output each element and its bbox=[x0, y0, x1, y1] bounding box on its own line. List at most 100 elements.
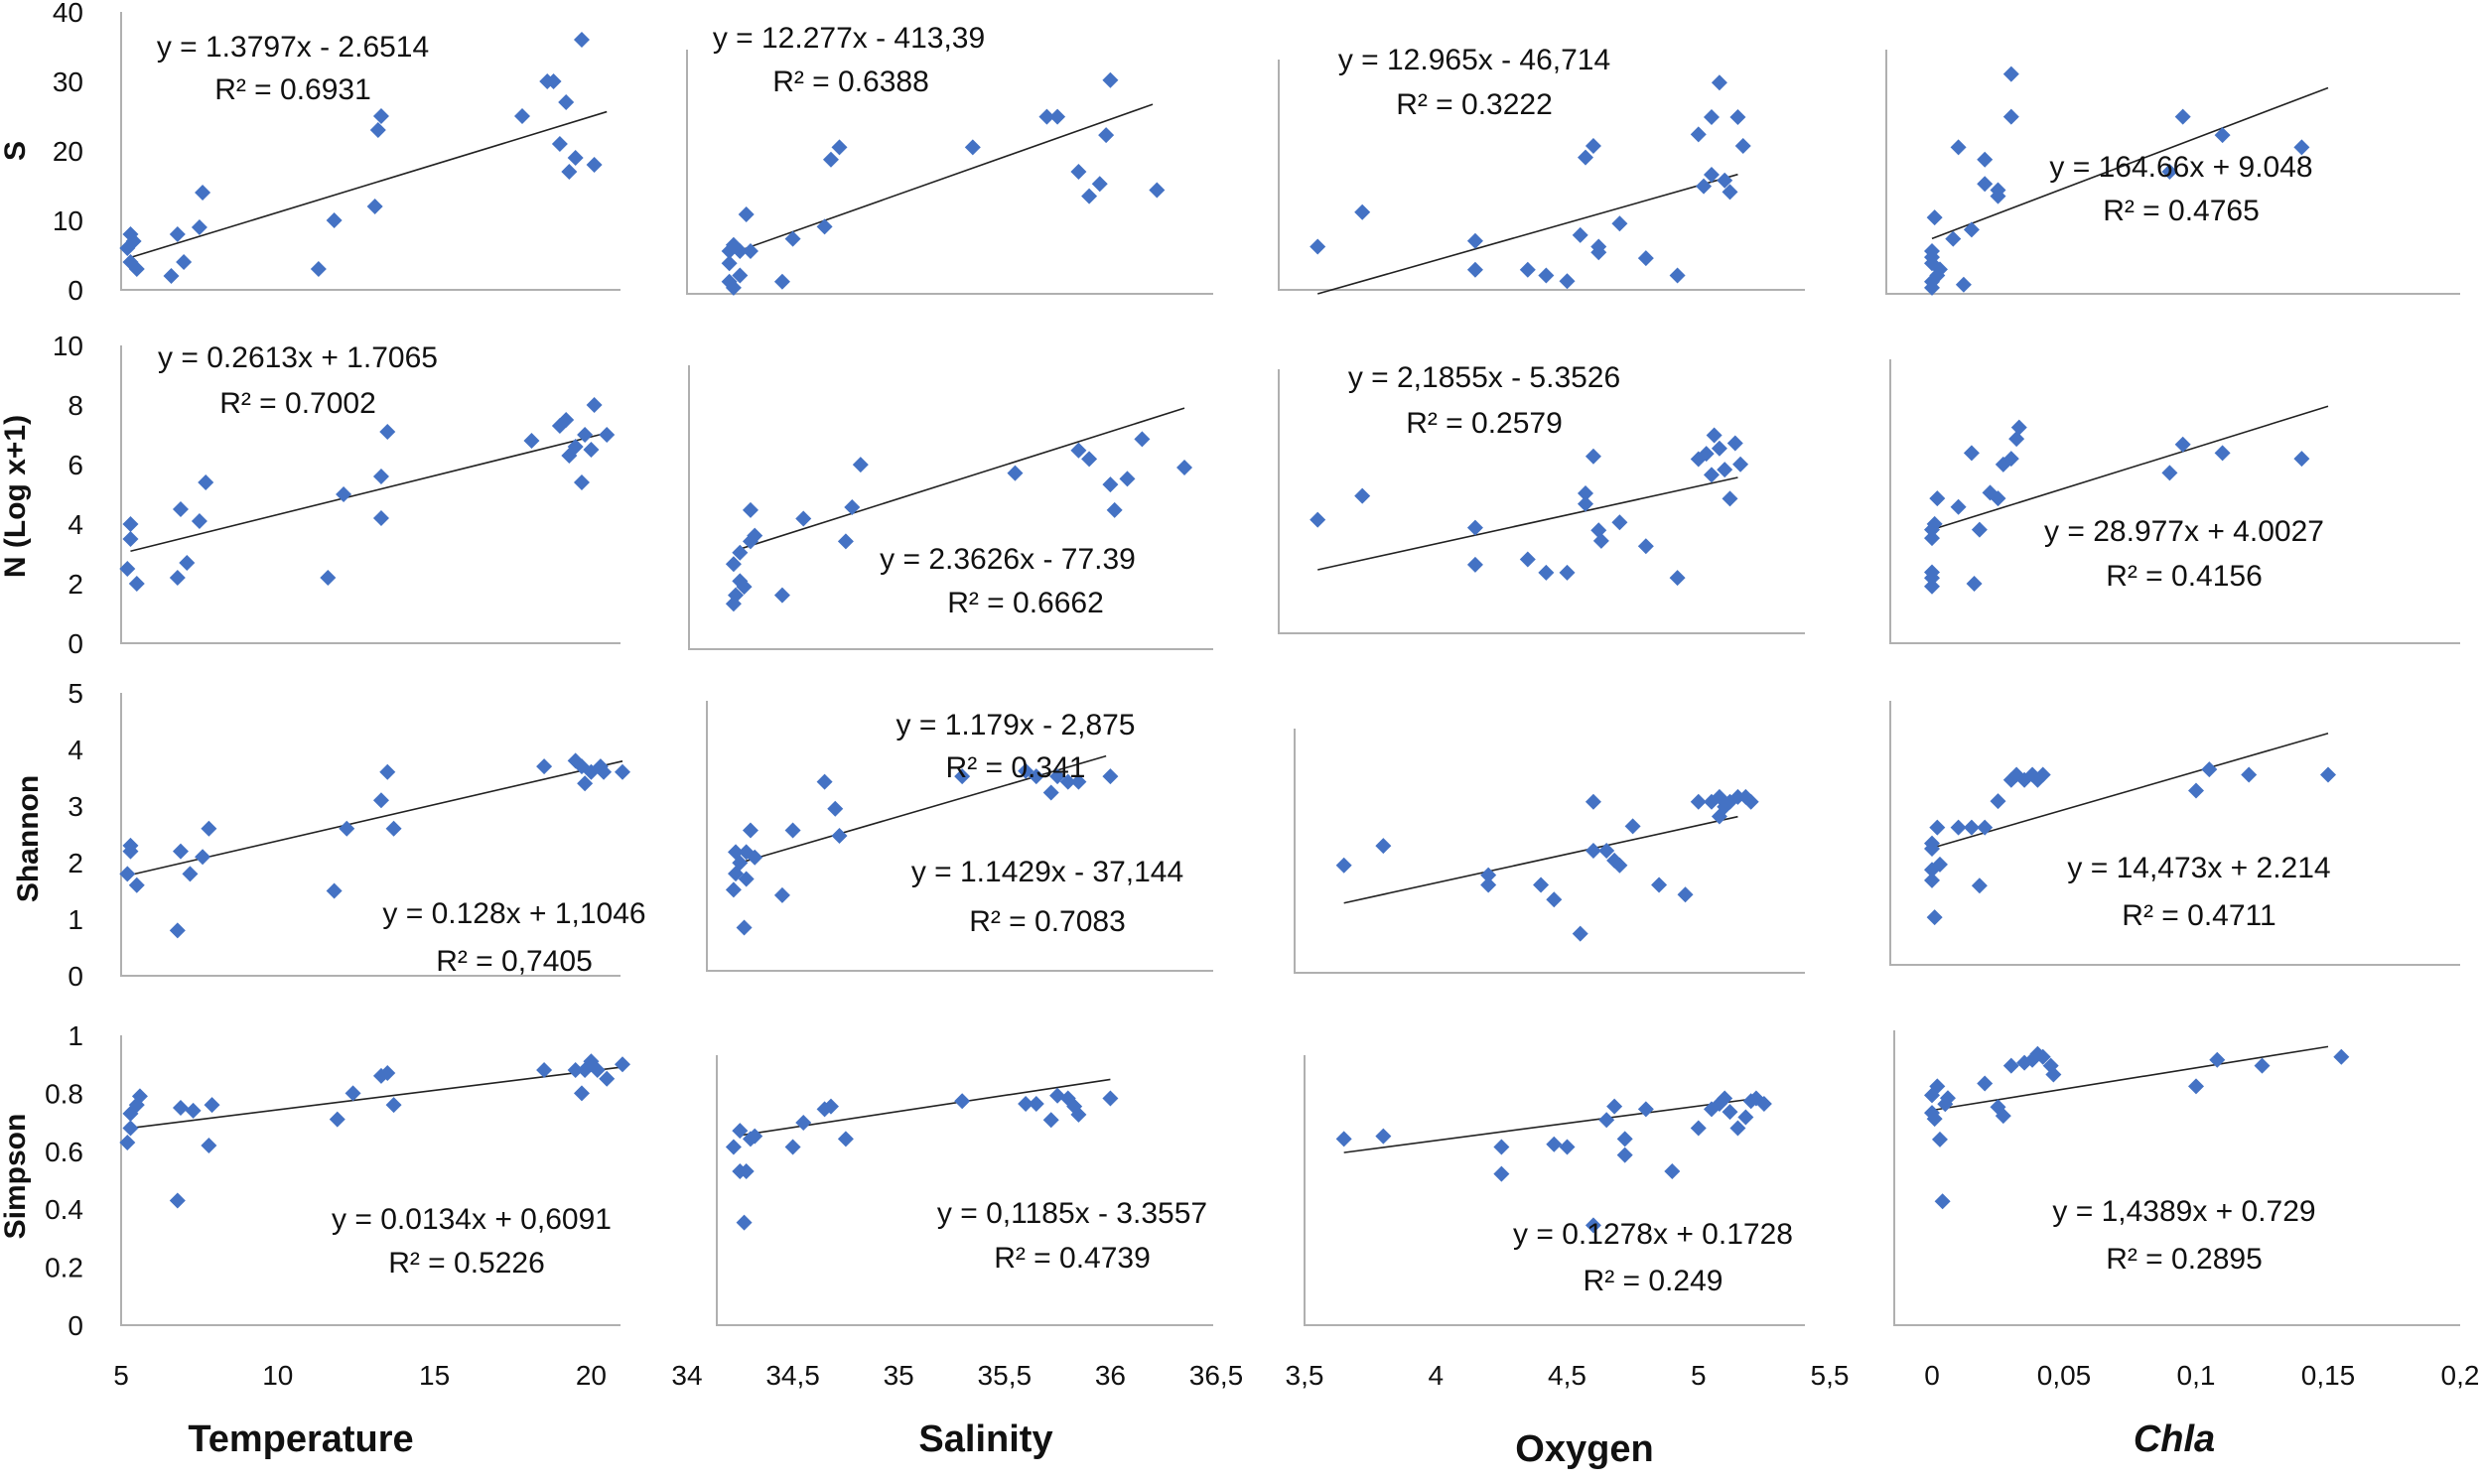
panel-2-1-point bbox=[736, 919, 753, 936]
panel-3-3-point bbox=[2188, 1078, 2204, 1095]
panel-1-2-point bbox=[1578, 485, 1594, 502]
panel-0-1-point bbox=[742, 242, 758, 259]
panel-3-2-point bbox=[1729, 1120, 1746, 1137]
panel-2-0-r-squared: R² = 0,7405 bbox=[436, 945, 593, 978]
panel-0-0-r-squared: R² = 0.6931 bbox=[214, 73, 371, 106]
panel-1-3-point bbox=[1966, 575, 1983, 592]
panel-3-1-point bbox=[784, 1139, 801, 1155]
panel-2-0-point bbox=[201, 820, 217, 837]
panel-0-1-equation: y = 12.277x - 413,39 bbox=[713, 22, 985, 55]
panel-1-0-point bbox=[169, 570, 186, 586]
panel-3-0-point bbox=[567, 1062, 584, 1079]
panel-1-2-point bbox=[1637, 538, 1654, 555]
panel-0-3-point bbox=[2161, 164, 2178, 180]
panel-0-1-point bbox=[1098, 127, 1115, 144]
y-tick-label: 0.6 bbox=[45, 1137, 83, 1167]
x-axis-label-oxygen: Oxygen bbox=[1515, 1428, 1653, 1470]
panel-2-0-point bbox=[122, 843, 139, 860]
panel-3-0-point bbox=[385, 1097, 402, 1114]
panel-3-1-point bbox=[1102, 1090, 1119, 1107]
x-tick-label: 34 bbox=[671, 1360, 702, 1391]
panel-2-2-r-squared: R² = 0.341 bbox=[946, 751, 1086, 784]
panel-1-0-point bbox=[119, 561, 136, 577]
panel-0-3-point bbox=[1926, 209, 1943, 226]
panel-2-0-point bbox=[372, 792, 389, 809]
panel-0-2-point bbox=[1578, 149, 1594, 166]
panel-0-2-point bbox=[1669, 267, 1686, 284]
panel-3-1-point bbox=[732, 1123, 749, 1140]
panel-1-0-point bbox=[128, 576, 145, 592]
panel-2-1-axes bbox=[706, 701, 1213, 972]
panel-1-3-point bbox=[1924, 564, 1940, 581]
panel-3-2-point bbox=[1755, 1095, 1772, 1112]
panel-0-1-point bbox=[822, 151, 839, 168]
x-tick-label: 20 bbox=[576, 1360, 607, 1391]
panel-1-2-point bbox=[1578, 495, 1594, 512]
panel-1-1-point bbox=[795, 510, 812, 527]
panel-1-2-point bbox=[1519, 551, 1536, 568]
panel-3-1-point bbox=[747, 1128, 763, 1145]
panel-1-3-point bbox=[2161, 465, 2178, 481]
panel-3-0-axes bbox=[120, 1035, 620, 1326]
panel-2-1-point bbox=[1102, 768, 1119, 785]
panel-1-1-point bbox=[1102, 476, 1119, 493]
panel-1-2-point bbox=[1354, 487, 1371, 504]
panel-0-2-point bbox=[1637, 250, 1654, 267]
panel-1-2-trendline bbox=[1317, 476, 1738, 571]
panel-2-3-point bbox=[1990, 793, 2006, 810]
panel-2-2-point bbox=[1480, 867, 1497, 883]
x-tick-label: 36,5 bbox=[1189, 1360, 1244, 1391]
x-tick-label: 35 bbox=[884, 1360, 914, 1391]
panel-0-3-point bbox=[1977, 176, 1994, 193]
panel-2-1-point bbox=[1028, 768, 1044, 785]
panel-2-1-equation: y = 1.1429x - 37,144 bbox=[911, 856, 1183, 888]
panel-3-1-point bbox=[1070, 1106, 1087, 1123]
panel-3-2-point bbox=[1375, 1128, 1392, 1145]
panel-2-0-axes bbox=[120, 693, 620, 977]
panel-0-2-point bbox=[1354, 203, 1371, 220]
panel-3-3-point bbox=[2024, 1051, 2041, 1068]
panel-3-0-point bbox=[185, 1102, 202, 1119]
panel-2-3-point bbox=[1971, 877, 1988, 894]
panel-2-0-point bbox=[182, 866, 199, 882]
panel-2-2-point bbox=[1598, 843, 1615, 859]
panel-0-0-trendline bbox=[130, 110, 608, 259]
x-tick-label: 5 bbox=[113, 1360, 129, 1391]
panel-2-0-equation: y = 0.128x + 1,1046 bbox=[382, 897, 645, 930]
panel-3-2-point bbox=[1722, 1104, 1738, 1121]
panel-2-2-point bbox=[1335, 857, 1352, 874]
panel-3-1-point bbox=[795, 1115, 812, 1131]
panel-3-1-point bbox=[725, 1139, 742, 1155]
panel-1-2-point bbox=[1592, 532, 1609, 549]
panel-0-1-point bbox=[773, 273, 790, 290]
y-tick-label: 0.4 bbox=[45, 1194, 83, 1225]
panel-1-3-point bbox=[1929, 490, 1946, 507]
panel-0-0-point bbox=[125, 233, 142, 249]
panel-1-0-point bbox=[586, 397, 603, 413]
panel-0-2-point bbox=[1703, 109, 1720, 125]
x-tick-label: 0,15 bbox=[2301, 1360, 2356, 1391]
panel-3-3-point bbox=[2045, 1066, 2062, 1083]
panel-0-0-point bbox=[176, 254, 193, 270]
panel-0-2-point bbox=[1722, 184, 1738, 201]
panel-2-3-point bbox=[1926, 909, 1943, 926]
panel-2-3-point bbox=[1931, 856, 1948, 873]
x-axis-label-chla: Chla bbox=[2134, 1418, 2215, 1460]
panel-0-1-point bbox=[1091, 176, 1108, 193]
panel-2-2-point bbox=[1546, 891, 1563, 908]
x-tick-label: 0 bbox=[1924, 1360, 1940, 1391]
panel-2-0-point bbox=[577, 775, 594, 792]
panel-3-1-r-squared: R² = 0.4739 bbox=[994, 1242, 1151, 1275]
panel-1-0-point bbox=[191, 513, 207, 529]
panel-2-2-point bbox=[1572, 925, 1588, 942]
panel-0-0-point bbox=[372, 108, 389, 124]
panel-0-1-point bbox=[725, 279, 742, 296]
x-tick-label: 4 bbox=[1428, 1360, 1444, 1391]
panel-1-3-point bbox=[1926, 515, 1943, 532]
panel-1-0-point bbox=[336, 486, 352, 502]
panel-3-2-point bbox=[1616, 1147, 1633, 1163]
panel-1-0-point bbox=[172, 501, 189, 517]
panel-2-1-point bbox=[831, 828, 848, 844]
x-tick-label: 4,5 bbox=[1548, 1360, 1586, 1391]
panel-2-3-axes bbox=[1889, 701, 2460, 966]
